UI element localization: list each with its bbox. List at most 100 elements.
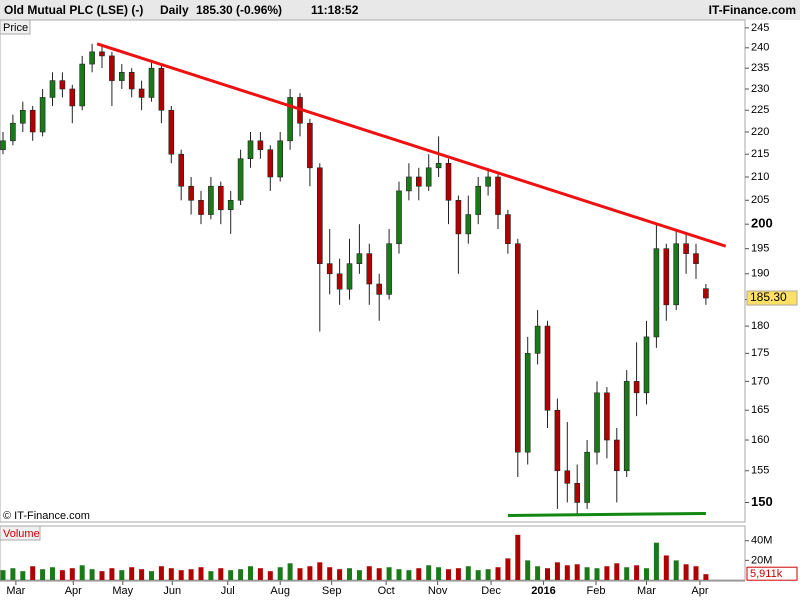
candle-body: [544, 325, 551, 411]
volume-label: Volume: [3, 528, 40, 540]
candle-body: [703, 288, 709, 299]
volume-bar: [257, 568, 263, 580]
y-tick-label: 180: [751, 320, 769, 332]
volume-bar: [277, 567, 283, 580]
volume-bar: [10, 568, 16, 580]
volume-bar: [574, 564, 580, 580]
x-tick-label: 2016: [531, 585, 555, 597]
candle-body: [574, 483, 581, 503]
y-tick-label: 160: [751, 434, 769, 446]
last-price-label: 185.30: [750, 290, 787, 304]
candle-body: [178, 153, 184, 187]
y-tick-label: 150: [751, 494, 773, 509]
y-tick-label: 155: [751, 465, 769, 477]
candle-body: [376, 283, 383, 295]
volume-bar: [158, 566, 164, 580]
candle-body: [683, 243, 689, 254]
volume-bar: [564, 565, 570, 580]
volume-bar: [59, 570, 65, 580]
last-volume-box: [746, 566, 798, 581]
volume-bar: [109, 568, 115, 580]
volume-bar: [426, 565, 432, 580]
candle-body: [336, 273, 343, 290]
x-tick-label: Feb: [587, 585, 606, 597]
trendline: [96, 42, 727, 248]
candle-body: [415, 176, 422, 187]
candle-body: [356, 253, 363, 264]
candle-body: [59, 80, 66, 90]
volume-bar: [703, 574, 709, 580]
candle-body: [208, 185, 214, 215]
x-tick-label: Jun: [163, 585, 181, 597]
x-tick-label: May: [112, 585, 133, 597]
volume-tick-label: 20M: [751, 554, 772, 566]
candle-body: [425, 167, 432, 187]
volume-bar: [406, 570, 412, 580]
volume-bar: [337, 569, 343, 580]
header-time: 11:18:52: [311, 3, 359, 17]
candle-body: [435, 162, 442, 169]
y-tick-label: 235: [751, 62, 769, 74]
y-tick-label: 205: [751, 194, 769, 206]
candle-body: [227, 199, 234, 211]
candle-body: [643, 336, 650, 394]
volume-bar: [238, 569, 244, 580]
volume-bar: [475, 570, 481, 580]
candle-body: [594, 392, 600, 453]
header-bar: [0, 0, 800, 20]
x-tick-label: Oct: [378, 585, 395, 597]
volume-bar: [446, 569, 451, 580]
volume-bar: [515, 534, 521, 580]
candle-body: [287, 97, 293, 142]
last-volume-label: 5,911k: [750, 568, 783, 580]
volume-bar: [168, 568, 174, 580]
candle-body: [49, 80, 56, 98]
volume-bar: [347, 568, 352, 580]
volume-bar: [218, 568, 224, 580]
candle-body: [19, 109, 26, 124]
volume-bar: [644, 568, 649, 580]
candle-body: [653, 248, 660, 338]
volume-bar: [485, 569, 491, 580]
candle-body: [10, 122, 16, 142]
x-tick-label: Mar: [637, 585, 656, 597]
price-label-box: [0, 19, 31, 35]
candle-body: [514, 243, 521, 453]
candle-body: [613, 439, 620, 472]
volume-bar: [376, 568, 382, 580]
candle-body: [693, 253, 699, 264]
candle-body: [524, 353, 531, 453]
candle-body: [138, 88, 145, 98]
y-tick-label: 175: [751, 347, 769, 359]
candle-body: [188, 185, 194, 201]
volume-bar: [594, 568, 600, 580]
volume-bar: [584, 567, 590, 580]
last-price-box: [746, 290, 798, 306]
volume-bar: [386, 567, 392, 580]
candle-body: [495, 176, 501, 215]
volume-bar: [356, 570, 362, 580]
x-tick-label: Apr: [691, 585, 708, 597]
candle-body: [396, 190, 402, 245]
volume-bar: [40, 569, 46, 580]
volume-bar: [99, 571, 105, 580]
y-tick-label: 240: [751, 42, 769, 54]
volume-bar: [614, 563, 620, 580]
volume-bar: [188, 569, 194, 580]
candle-body: [346, 263, 353, 290]
x-tick-label: Mar: [6, 585, 25, 597]
candle-body: [0, 140, 6, 151]
x-tick-label: Dec: [481, 585, 501, 597]
x-tick-label: Sep: [322, 585, 342, 597]
candle-body: [247, 140, 254, 160]
volume-bar: [693, 566, 699, 580]
candle-body: [485, 176, 491, 187]
y-tick-label: 200: [751, 216, 773, 231]
candle-body: [168, 109, 175, 155]
candle-body: [267, 149, 274, 178]
footer: © IT-Finance.com: [3, 510, 90, 522]
header-period: Daily: [160, 3, 189, 17]
volume-bar: [416, 568, 422, 580]
candle-body: [257, 140, 264, 151]
